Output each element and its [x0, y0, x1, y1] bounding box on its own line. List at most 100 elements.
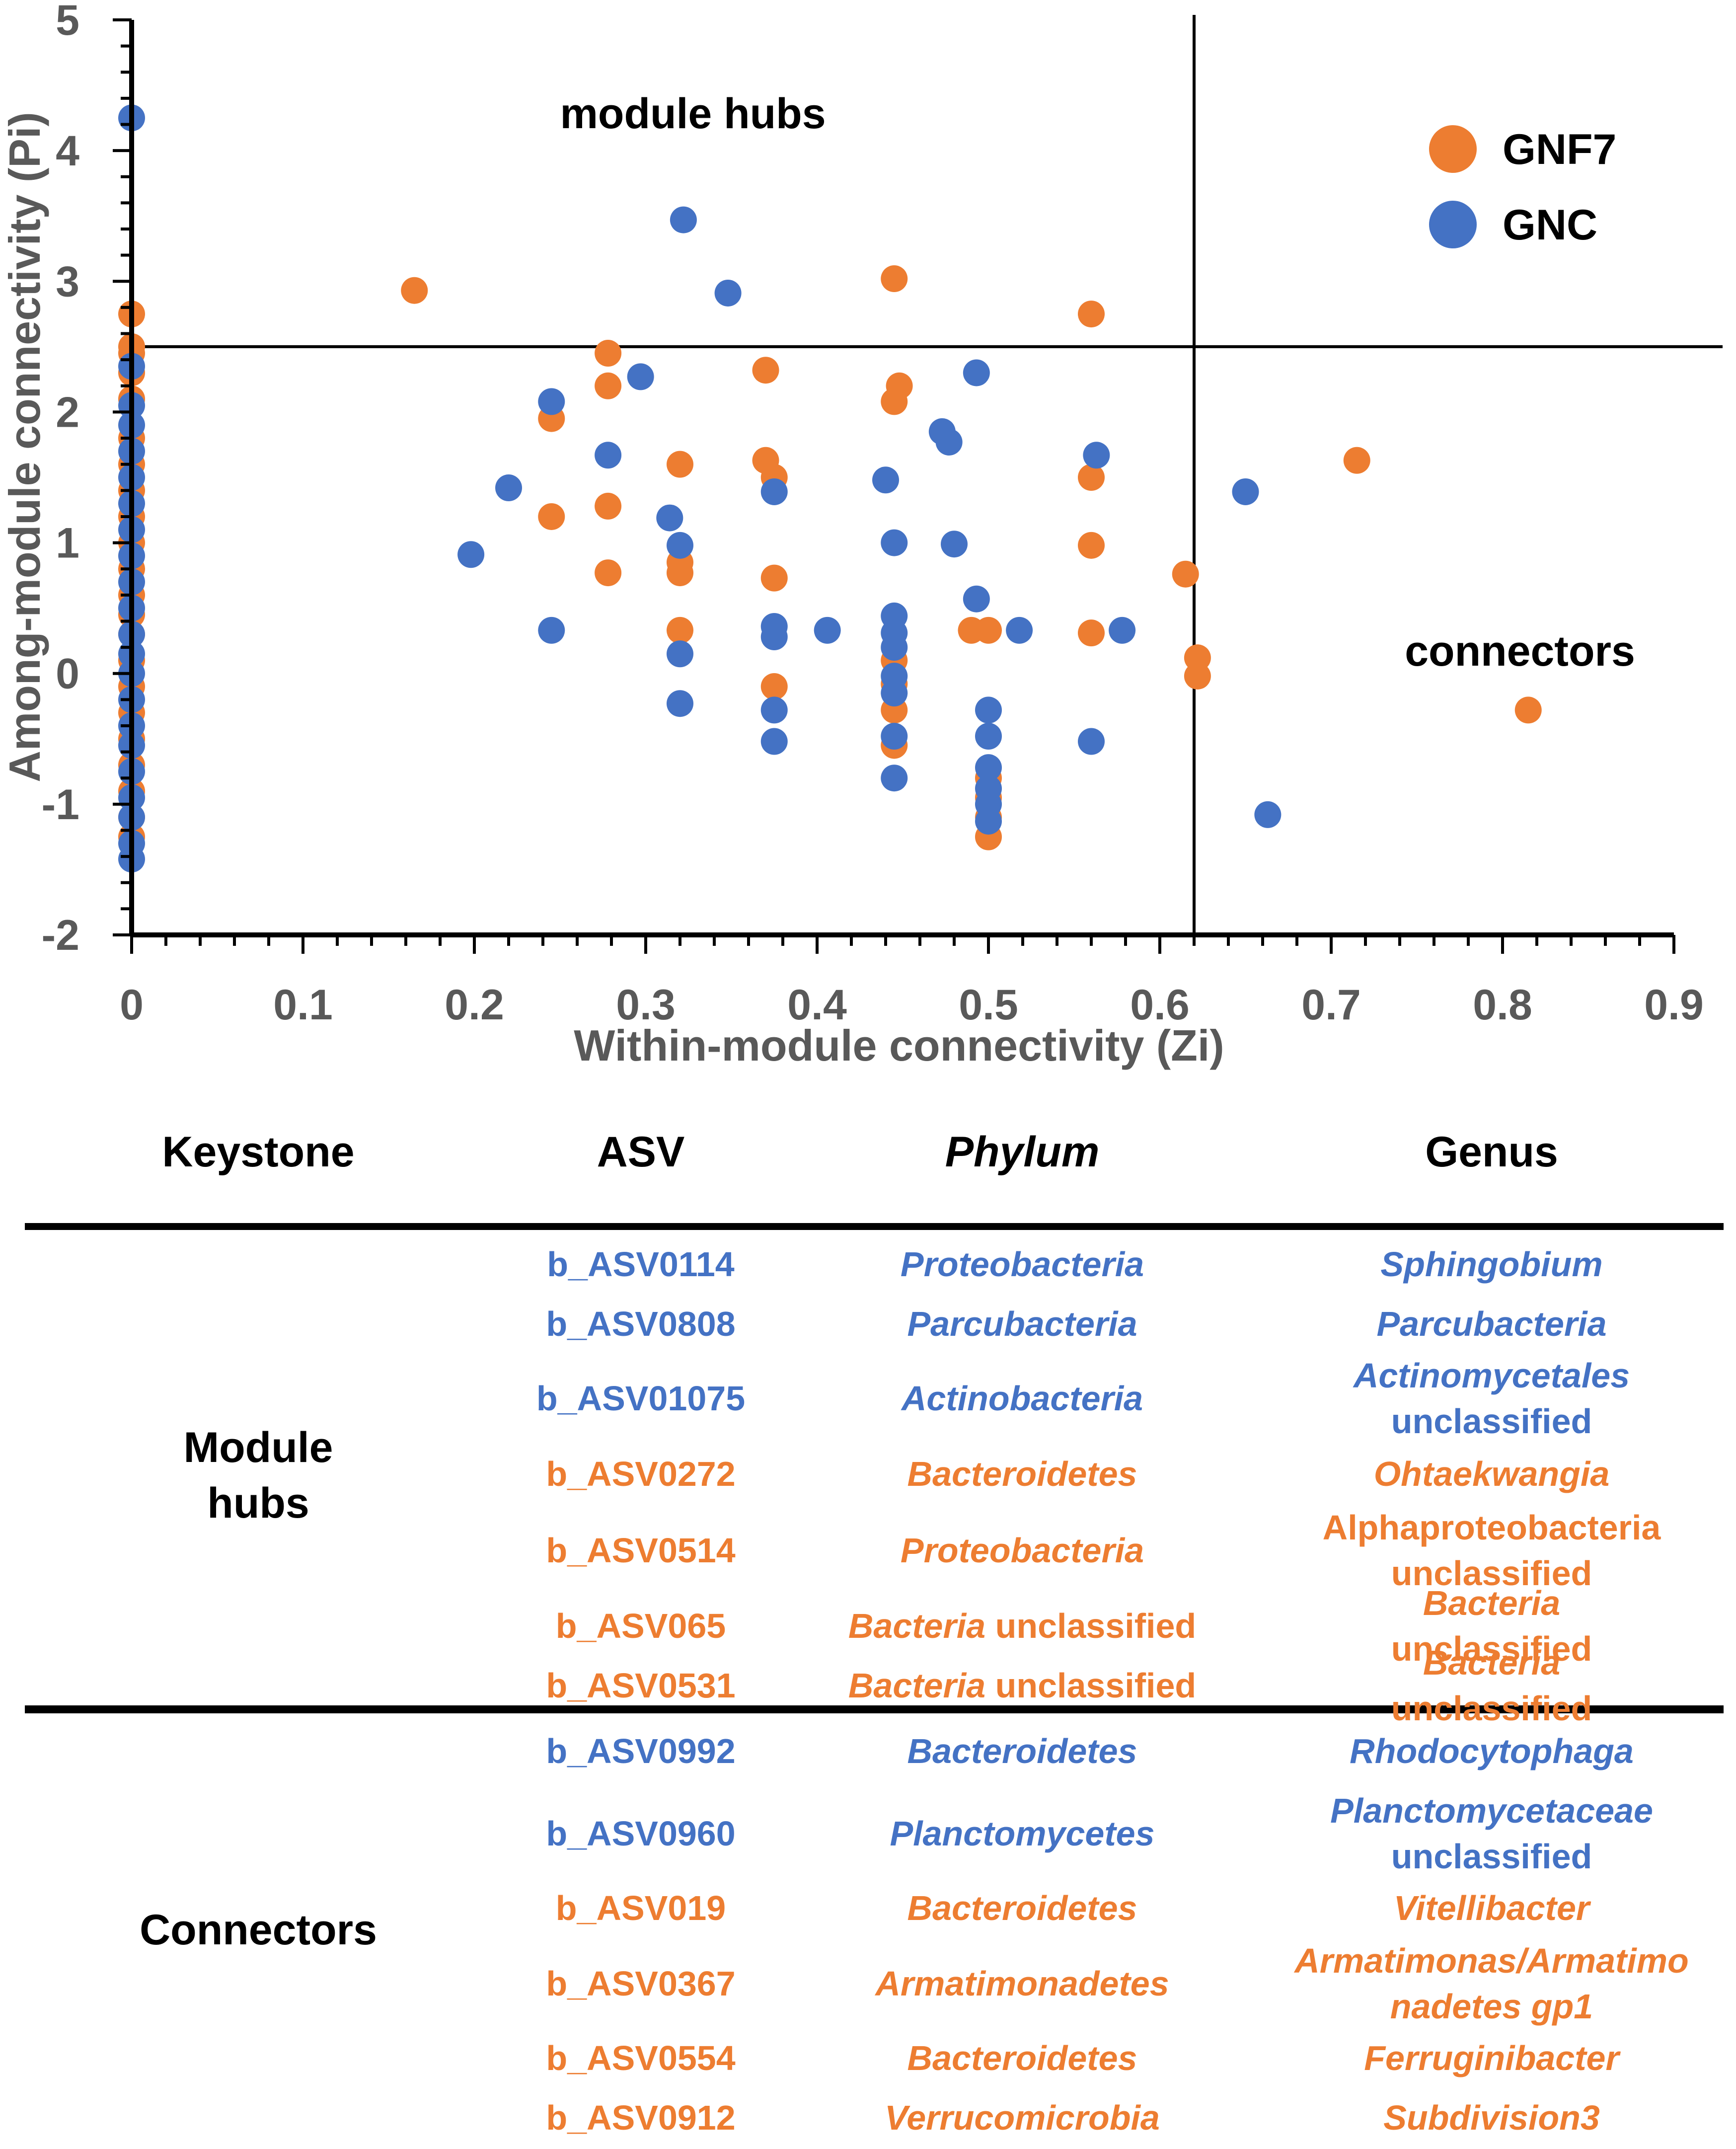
data-point-gnf7 — [1184, 662, 1211, 690]
data-point-gnc — [1109, 616, 1136, 644]
header-genus: Genus — [1425, 1128, 1558, 1176]
y-tick-label: -2 — [42, 912, 79, 959]
phylum-cell: Bacteria unclassified — [848, 1663, 1196, 1708]
phylum-name: Proteobacteria — [900, 1531, 1144, 1570]
header-asv: ASV — [597, 1128, 685, 1176]
x-tick-label: 0.1 — [273, 981, 333, 1029]
genus-suffix: unclassified — [1391, 1837, 1592, 1876]
genus-name: Planctomycetaceae — [1330, 1791, 1653, 1830]
genus-cell: Parcubacteria — [1376, 1301, 1606, 1347]
phylum-name: Verrucomicrobia — [885, 2098, 1160, 2137]
genus-name: Rhodocytophaga — [1350, 1732, 1634, 1770]
data-point-gnc — [538, 616, 565, 644]
y-axis-title: Among-module connectivity (Pi) — [0, 112, 49, 782]
phylum-cell: Bacteroidetes — [907, 1885, 1137, 1931]
genus-suffix: unclassified — [1391, 1689, 1592, 1728]
phylum-cell: Verrucomicrobia — [885, 2095, 1160, 2141]
asv-cell: b_ASV0912 — [546, 2098, 736, 2137]
phylum-cell: Bacteroidetes — [907, 1728, 1137, 1774]
legend-marker-gnf7 — [1429, 125, 1477, 173]
data-point-gnc — [595, 442, 622, 469]
scatter-chart: -2 -1 0 1 2 3 4 5 0 0.1 0.2 0.3 0.4 0.5 0.6 0.7 0.8 0.9 Wi… — [0, 0, 1723, 1070]
data-point-gnc — [670, 206, 697, 233]
genus-cell: Subdivision3 — [1383, 2095, 1600, 2141]
x-tick-label: 0.7 — [1301, 981, 1361, 1029]
data-point-gnc — [714, 279, 742, 307]
phylum-name: Bacteria — [848, 1607, 986, 1645]
data-point-gnc — [872, 466, 899, 494]
data-point-gnc — [760, 728, 788, 755]
data-point-gnc — [975, 754, 1002, 781]
data-point-gnf7 — [1172, 560, 1199, 588]
x-tick-label: 0.5 — [959, 981, 1018, 1029]
phylum-name: Bacteroidetes — [907, 1455, 1137, 1493]
data-point-gnc — [963, 585, 990, 613]
asv-cell: b_ASV0367 — [546, 1964, 736, 2003]
data-point-gnf7 — [760, 564, 788, 592]
phylum-cell: Bacteria unclassified — [848, 1603, 1196, 1649]
data-point-gnc — [963, 359, 990, 386]
phylum-name: Bacteria — [848, 1666, 986, 1705]
y-tick-label: 5 — [56, 0, 79, 44]
genus-suffix: Alphaproteobacteria unclassified — [1322, 1508, 1661, 1593]
axis-labels: -2 -1 0 1 2 3 4 5 0 0.1 0.2 0.3 0.4 0.5 0.6 0.7 0.8 0.9 Wi… — [0, 0, 1704, 1070]
genus-cell: Ferruginibacter — [1364, 2035, 1619, 2081]
asv-cell: b_ASV019 — [555, 1889, 726, 1927]
series-gnf7 — [118, 265, 1542, 850]
y-tick-label: -1 — [42, 781, 79, 829]
data-point-gnc — [760, 696, 788, 724]
data-point-gnc — [457, 541, 485, 568]
x-tick-label: 0.4 — [787, 981, 847, 1029]
data-point-gnc — [1006, 616, 1033, 644]
data-point-gnf7 — [1078, 619, 1105, 647]
data-point-gnf7 — [667, 616, 693, 644]
y-tick-label: 4 — [56, 127, 79, 175]
genus-name: Armatimonas/Armatimo — [1294, 1941, 1689, 1980]
asv-cell: b_ASV0960 — [546, 1814, 736, 1853]
phylum-name: Bacteroidetes — [907, 1732, 1137, 1770]
x-axis-title: Within-module connectivity (Zi) — [574, 1021, 1224, 1070]
data-points — [118, 104, 1542, 873]
genus-name: Ferruginibacter — [1364, 2039, 1619, 2077]
annotation-connectors: connectors — [1405, 627, 1635, 675]
data-point-gnf7 — [975, 616, 1002, 644]
genus-name: Bacteria — [1423, 1584, 1561, 1622]
group-label-connectors: Connectors — [140, 1906, 377, 1954]
data-point-gnc — [935, 428, 963, 456]
genus-name: nadetes gp1 — [1390, 1987, 1593, 2026]
data-point-gnc — [975, 696, 1002, 724]
data-point-gnc — [975, 723, 1002, 750]
genus-cell: Sphingobium — [1380, 1241, 1602, 1287]
data-point-gnc — [1232, 478, 1259, 505]
phylum-cell: Planctomycetes — [890, 1811, 1154, 1856]
data-point-gnc — [814, 616, 841, 644]
legend-marker-gnc — [1429, 201, 1477, 248]
genus-name: Vitellibacter — [1393, 1889, 1590, 1927]
genus-cell: Ohtaekwangia — [1374, 1451, 1610, 1497]
x-tick-label: 0.2 — [445, 981, 504, 1029]
phylum-cell: Proteobacteria — [901, 1528, 1144, 1573]
y-tick-label: 1 — [56, 520, 79, 567]
data-point-gnf7 — [595, 372, 622, 399]
header-keystone: Keystone — [162, 1128, 355, 1176]
y-tick-label: 2 — [56, 388, 79, 436]
genus-cell: Bacteria unclassified — [1369, 1580, 1614, 1672]
x-tick-label: 0.6 — [1130, 981, 1190, 1029]
genus-name: Ohtaekwangia — [1373, 1455, 1610, 1493]
data-point-gnc — [1078, 728, 1105, 755]
keystone-table: Keystone ASV Phylum Genus Module hubs Co… — [0, 1083, 1736, 2149]
phylum-name: Bacteroidetes — [907, 1889, 1137, 1927]
annotation-module-hubs: module hubs — [560, 90, 826, 138]
data-point-gnf7 — [760, 673, 788, 700]
data-point-gnc — [667, 690, 693, 717]
data-point-gnc — [667, 532, 693, 559]
data-point-gnc — [495, 474, 522, 502]
phylum-name: Armatimonadetes — [875, 1964, 1169, 2003]
y-tick-label: 0 — [56, 650, 79, 698]
data-point-gnf7 — [667, 559, 693, 587]
group-label-module-hubs: Module hubs — [183, 1424, 333, 1527]
data-point-gnf7 — [1343, 447, 1370, 474]
x-tick-label: 0.3 — [616, 981, 676, 1029]
asv-cell: b_ASV0531 — [546, 1666, 736, 1705]
genus-suffix: unclassified — [1391, 1629, 1592, 1668]
